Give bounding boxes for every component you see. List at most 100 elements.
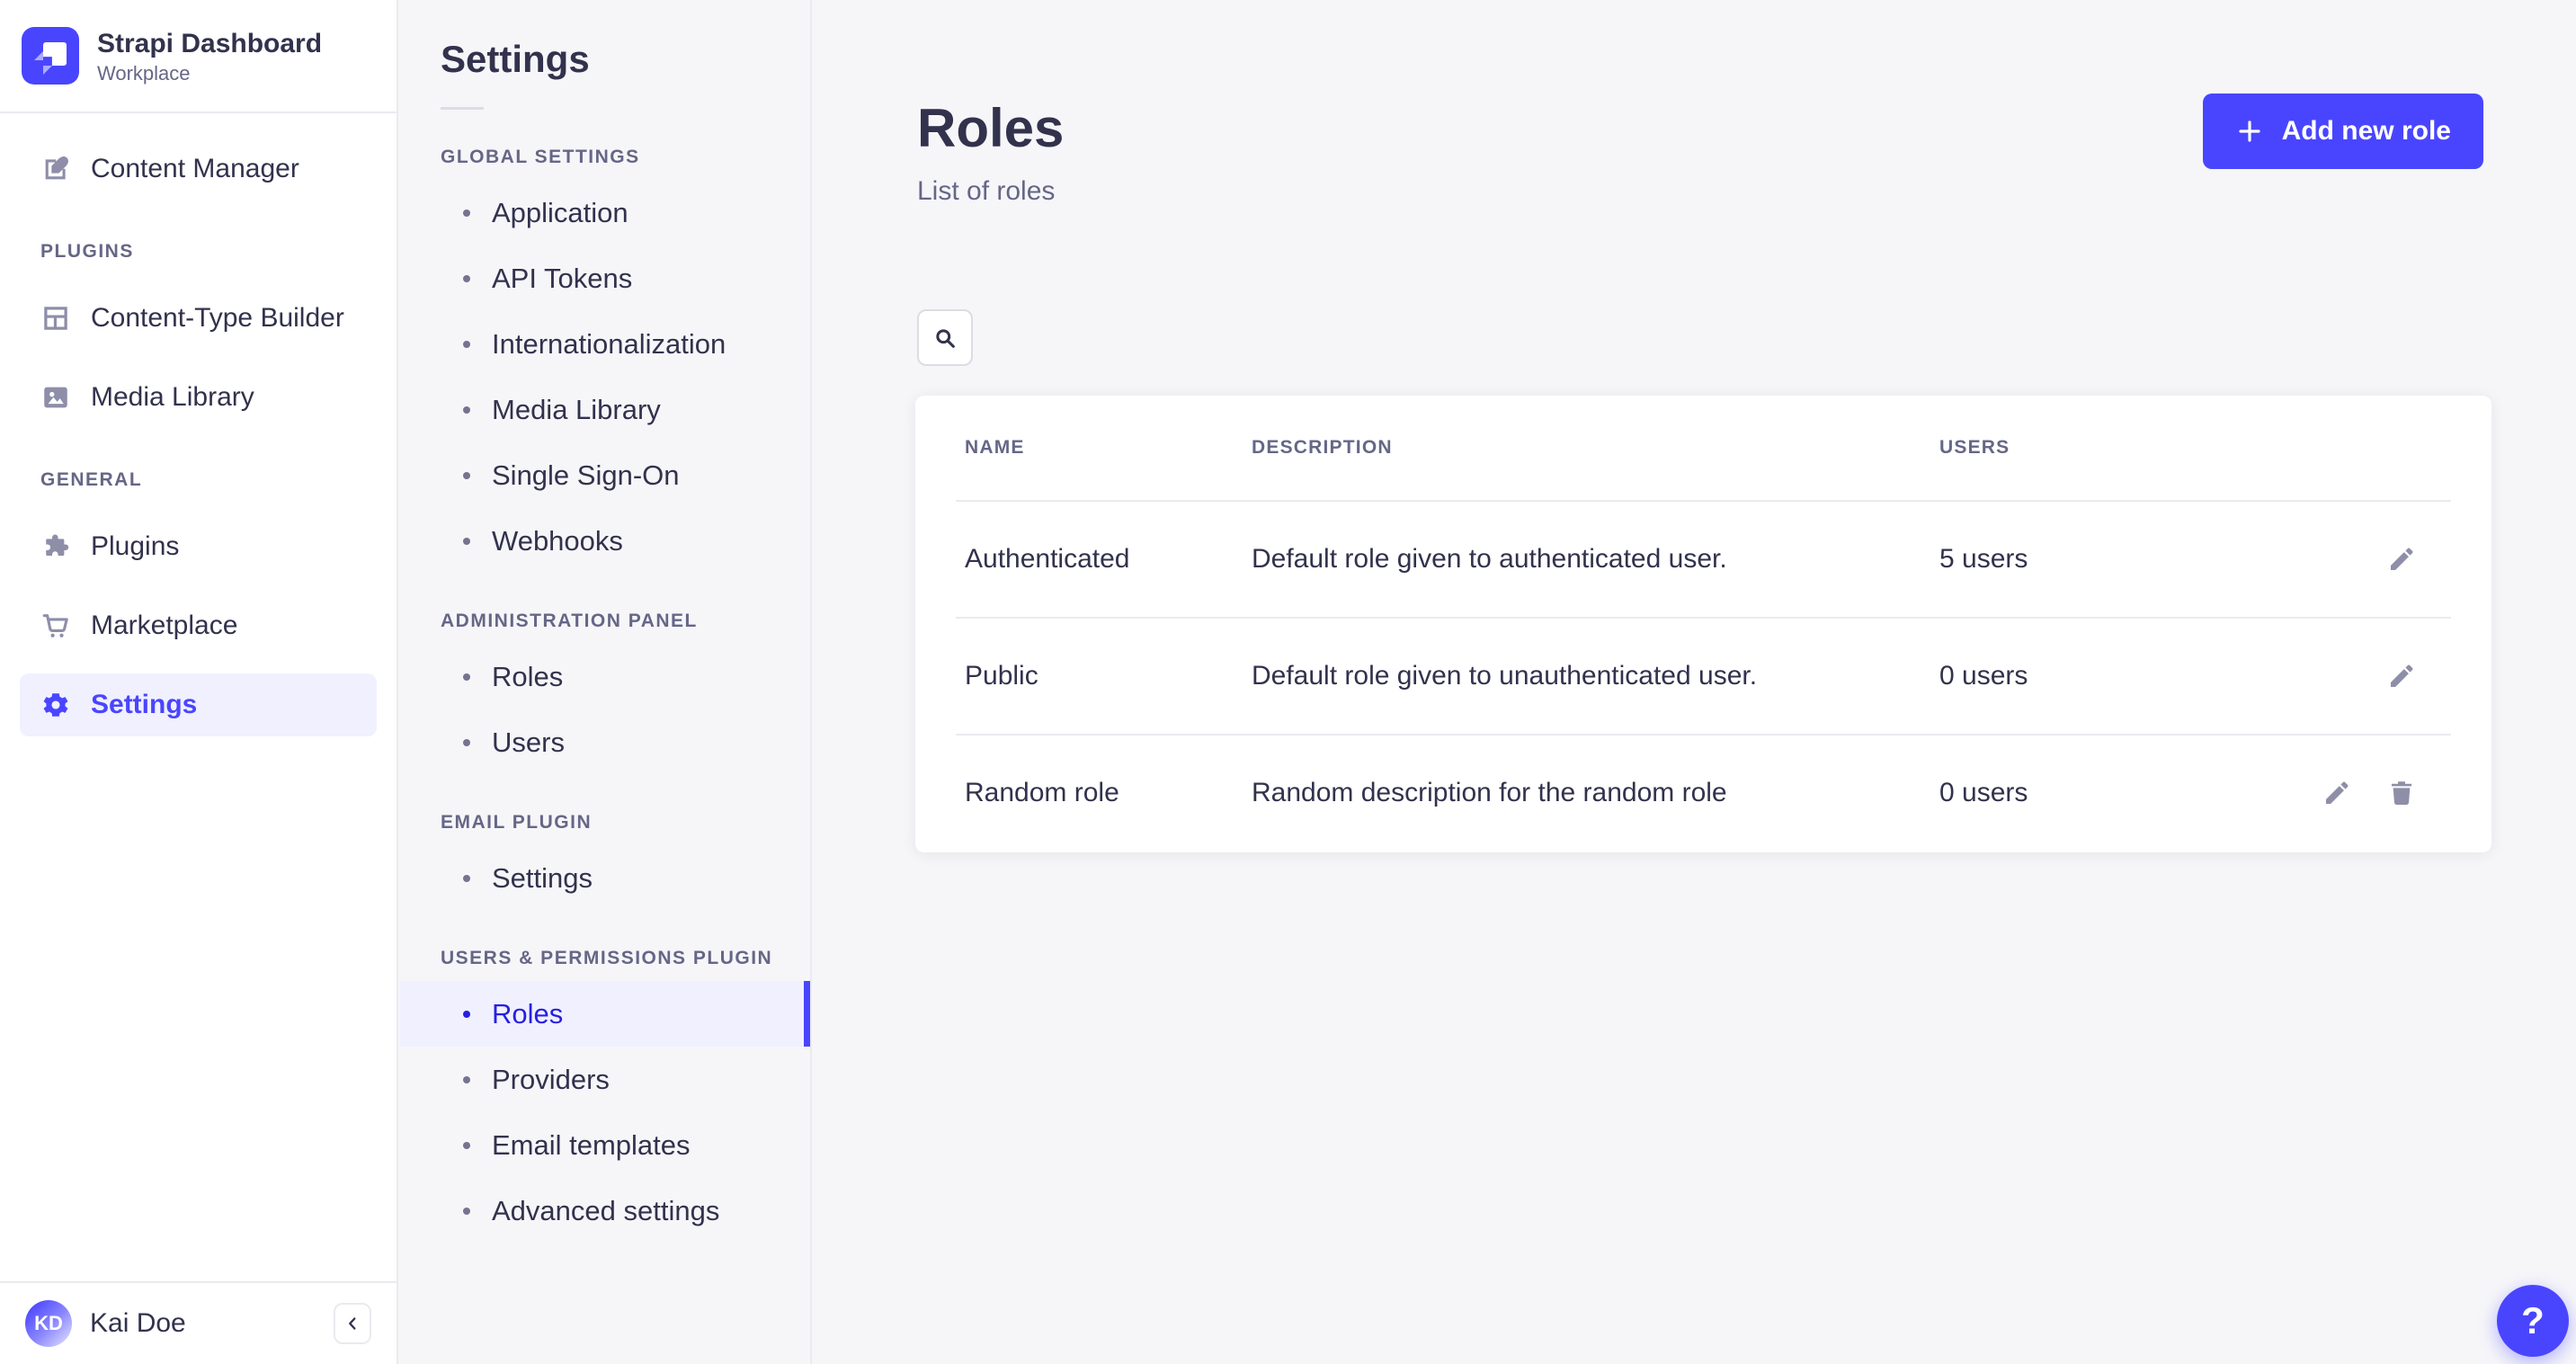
table-row-authenticated[interactable]: Authenticated Default role given to auth… [956,500,2451,617]
subnav-item-api-tokens[interactable]: API Tokens [400,245,810,311]
sidebar-item-media-library[interactable]: Media Library [0,366,397,429]
user-name: Kai Doe [90,1308,186,1338]
edit-role-button[interactable] [2322,778,2352,808]
main-sidebar: Strapi Dashboard Workplace Content Manag… [0,0,398,1364]
role-description: Default role given to authenticated user… [1252,544,1727,574]
gear-icon [40,690,71,720]
table-header-row: NAME DESCRIPTION USERS [956,396,2451,500]
column-header-description: DESCRIPTION [1252,437,1393,458]
subnav-item-label: Email templates [492,1128,691,1161]
subnav-group-items: Settings [400,845,810,911]
sidebar-item-content-type-builder[interactable]: Content-Type Builder [0,287,397,350]
role-description: Random description for the random role [1252,778,1727,807]
role-users-count: 5 users [1939,544,2028,574]
subnav-item-internationalization[interactable]: Internationalization [400,311,810,377]
delete-role-button[interactable] [2386,778,2417,808]
workspace-brand[interactable]: Strapi Dashboard Workplace [0,0,397,113]
layout-grid-icon [40,303,71,334]
main-navigation: Content Manager PLUGINS Content-Type Bui… [0,113,397,736]
subnav-group-global-settings: GLOBAL SETTINGS [441,147,640,167]
add-new-role-label: Add new role [2281,116,2451,146]
sidebar-item-content-manager[interactable]: Content Manager [0,138,397,201]
feather-icon [40,154,71,184]
trash-icon [2386,778,2417,808]
subnav-item-up-email-templates[interactable]: Email templates [400,1112,810,1178]
add-new-role-button[interactable]: Add new role [2202,94,2483,169]
sidebar-item-label: Content Manager [91,154,299,183]
bullet-icon [463,1010,470,1018]
subnav-item-up-roles[interactable]: Roles [400,981,810,1047]
subnav-group-email-plugin: EMAIL PLUGIN [441,812,593,833]
bullet-icon [463,537,470,545]
puzzle-icon [40,531,71,562]
divider [441,107,484,110]
bullet-icon [463,1207,470,1215]
bullet-icon [463,274,470,282]
subnav-item-application[interactable]: Application [400,180,810,245]
column-header-users: USERS [1939,437,2010,458]
subnav-item-label: Single Sign-On [492,459,680,491]
cart-icon [40,611,71,641]
pencil-icon [2386,661,2417,691]
subnav-group-users-permissions-plugin: USERS & PERMISSIONS PLUGIN [441,948,773,968]
search-button[interactable] [917,309,973,366]
subnav-item-admin-roles[interactable]: Roles [400,644,810,709]
subnav-item-up-providers[interactable]: Providers [400,1047,810,1112]
main-content: Roles List of roles Add new role NAME DE… [814,0,2576,1364]
role-name: Authenticated [965,544,1130,574]
bullet-icon [463,1075,470,1083]
role-users-count: 0 users [1939,661,2028,691]
row-actions [2307,544,2442,575]
edit-role-button[interactable] [2386,661,2417,691]
table-row-public[interactable]: Public Default role given to unauthentic… [956,617,2451,734]
subnav-item-single-sign-on[interactable]: Single Sign-On [400,442,810,508]
subnav-item-label: Roles [492,997,564,1030]
subnav-item-up-advanced-settings[interactable]: Advanced settings [400,1178,810,1244]
user-avatar[interactable]: KD [25,1300,72,1347]
workspace-title: Strapi Dashboard [97,28,323,58]
subnav-item-webhooks[interactable]: Webhooks [400,508,810,574]
sidebar-item-label: Content-Type Builder [91,303,344,333]
sidebar-section-general: GENERAL [40,469,143,490]
sidebar-item-settings[interactable]: Settings [20,673,377,736]
pencil-icon [2386,544,2417,575]
sidebar-section-plugins: PLUGINS [40,241,134,262]
chevron-left-icon [343,1314,362,1333]
subnav-item-label: Webhooks [492,524,623,557]
sidebar-item-label: Plugins [91,531,180,561]
sidebar-item-plugins[interactable]: Plugins [0,515,397,578]
bullet-icon [463,471,470,479]
subnav-item-label: Roles [492,660,564,692]
edit-role-button[interactable] [2386,544,2417,575]
subnav-group-items: Application API Tokens Internationalizat… [400,180,810,574]
help-button[interactable]: ? [2497,1285,2569,1357]
plus-icon [2235,117,2264,146]
subnav-item-label: Settings [492,861,593,894]
row-actions [2307,661,2442,691]
page-subtitle: List of roles [917,176,1056,206]
bullet-icon [463,673,470,681]
sidebar-collapse-button[interactable] [334,1303,371,1344]
workspace-subtitle: Workplace [97,61,191,85]
subnav-item-label: Media Library [492,393,661,425]
sidebar-item-marketplace[interactable]: Marketplace [0,594,397,657]
subnav-item-label: Internationalization [492,327,726,360]
sidebar-item-label: Marketplace [91,611,238,640]
picture-icon [40,382,71,413]
subnav-title: Settings [441,38,590,80]
bullet-icon [463,874,470,882]
pencil-icon [2322,778,2352,808]
subnav-item-label: Users [492,726,565,758]
strapi-logo-icon [22,27,79,85]
role-name: Random role [965,778,1119,807]
bullet-icon [463,406,470,414]
subnav-item-email-settings[interactable]: Settings [400,845,810,911]
subnav-item-media-library[interactable]: Media Library [400,377,810,442]
subnav-group-items: Roles Providers Email templates Advanced… [400,981,810,1244]
page-title: Roles [917,98,1065,158]
bullet-icon [463,340,470,348]
subnav-item-admin-users[interactable]: Users [400,709,810,775]
subnav-group-administration-panel: ADMINISTRATION PANEL [441,611,698,631]
table-row-random-role[interactable]: Random role Random description for the r… [956,734,2451,851]
bullet-icon [463,209,470,217]
